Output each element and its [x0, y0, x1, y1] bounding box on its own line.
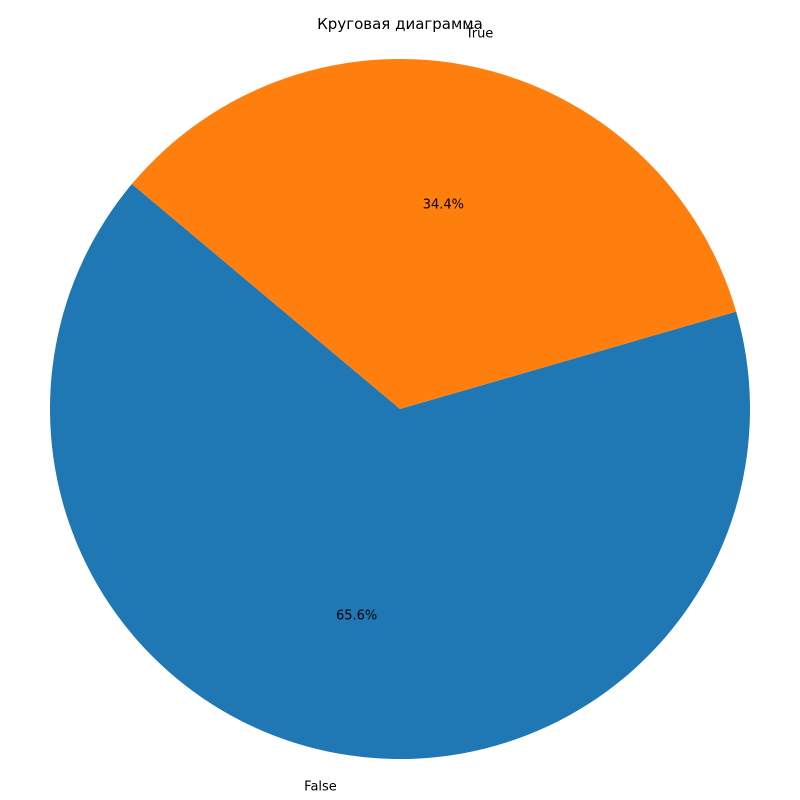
pie-slice-false: [49, 184, 750, 759]
pie-labels: False 65.6% True 34.4%: [304, 26, 493, 794]
slice-label-true: True: [465, 26, 494, 41]
chart-title: Круговая диаграмма: [317, 15, 483, 33]
slice-percent-true: 34.4%: [423, 198, 464, 213]
pie-slices: [49, 58, 750, 759]
slice-percent-false: 65.6%: [336, 609, 377, 624]
pie-slice-true: [131, 58, 737, 410]
slice-label-false: False: [304, 780, 337, 795]
